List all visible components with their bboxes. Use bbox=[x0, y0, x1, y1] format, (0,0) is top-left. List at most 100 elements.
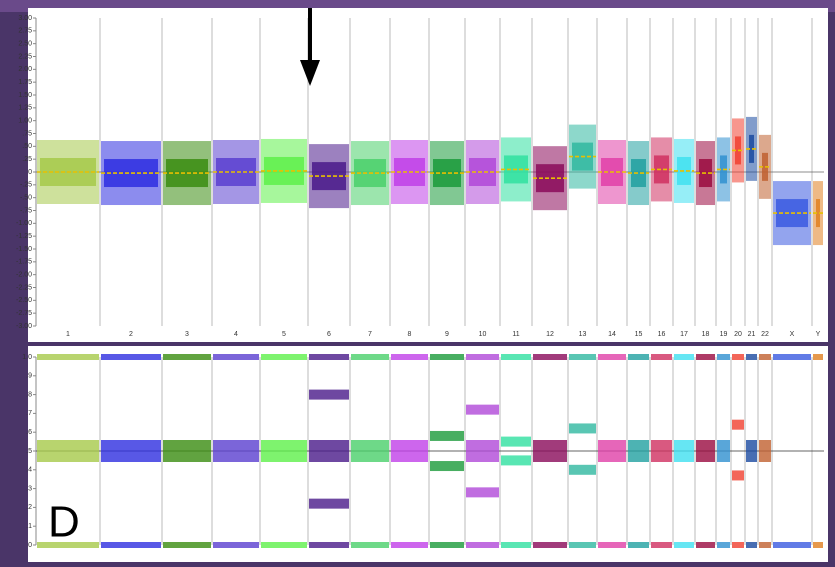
baf-cluster bbox=[628, 440, 649, 462]
baf-cluster bbox=[261, 542, 307, 548]
chromosome-label: Y bbox=[816, 331, 821, 338]
y-tick-label: 2.75 bbox=[18, 28, 32, 35]
baf-cluster bbox=[533, 354, 567, 360]
baf-cluster bbox=[101, 440, 161, 462]
baf-cluster bbox=[813, 354, 823, 360]
y-tick-label: .9 bbox=[26, 373, 32, 380]
baf-cluster bbox=[213, 440, 259, 462]
baf-cluster bbox=[569, 542, 596, 548]
baf-cluster bbox=[628, 542, 649, 548]
baf-cluster bbox=[309, 440, 349, 462]
y-tick-label: -1.75 bbox=[16, 259, 32, 266]
baf-cluster bbox=[213, 542, 259, 548]
chromosome-label: 14 bbox=[608, 331, 616, 338]
baf-cluster bbox=[261, 440, 307, 462]
baf-cluster bbox=[651, 542, 672, 548]
y-tick-label: -1.00 bbox=[16, 220, 32, 227]
baf-cluster bbox=[732, 470, 744, 480]
y-tick-label: .2 bbox=[26, 504, 32, 511]
baf-cluster bbox=[598, 542, 626, 548]
baf-cluster bbox=[569, 354, 596, 360]
y-tick-label: 0 bbox=[28, 169, 32, 176]
y-tick-label: -2.00 bbox=[16, 272, 32, 279]
baf-cluster bbox=[391, 542, 428, 548]
baf-cluster bbox=[717, 542, 730, 548]
baf-cluster bbox=[37, 354, 99, 360]
chromosome-label: 21 bbox=[748, 331, 756, 338]
baf-cluster bbox=[501, 455, 531, 465]
y-tick-label: .3 bbox=[26, 485, 32, 492]
baf-cluster bbox=[674, 440, 694, 462]
baf-cluster bbox=[430, 354, 464, 360]
baf-cluster bbox=[674, 354, 694, 360]
y-tick-label: 1.0 bbox=[22, 354, 32, 361]
baf-cluster bbox=[501, 437, 531, 447]
baf-cluster bbox=[717, 354, 730, 360]
y-tick-label: -1.25 bbox=[16, 233, 32, 240]
y-tick-label: .50 bbox=[22, 143, 32, 150]
y-tick-label: .75 bbox=[22, 130, 32, 137]
baf-cluster bbox=[37, 440, 99, 462]
chromosome-label: 5 bbox=[282, 331, 286, 338]
y-tick-label: 2.25 bbox=[18, 53, 32, 60]
chromosome-label: 3 bbox=[185, 331, 189, 338]
chromosome-label: 17 bbox=[680, 331, 688, 338]
baf-cluster bbox=[773, 354, 811, 360]
y-tick-label: 1.00 bbox=[18, 118, 32, 125]
figure: 3.002.752.502.252.001.751.501.251.00.75.… bbox=[0, 0, 835, 562]
baf-cluster bbox=[773, 542, 811, 548]
baf-cluster bbox=[163, 542, 211, 548]
baf-cluster bbox=[101, 542, 161, 548]
chromosome-label: X bbox=[790, 331, 795, 338]
baf-cluster bbox=[309, 542, 349, 548]
y-tick-label: 1.75 bbox=[18, 79, 32, 86]
baf-cluster bbox=[309, 499, 349, 509]
baf-cluster bbox=[261, 354, 307, 360]
baf-cluster bbox=[163, 354, 211, 360]
baf-cluster bbox=[651, 354, 672, 360]
y-tick-label: 2.50 bbox=[18, 41, 32, 48]
chromosome-label: 11 bbox=[512, 331, 519, 338]
baf-cluster bbox=[732, 420, 744, 430]
baf-cluster bbox=[430, 542, 464, 548]
y-tick-label: -3.00 bbox=[16, 323, 32, 330]
y-tick-label: -2.25 bbox=[16, 284, 32, 291]
baf-cluster bbox=[717, 440, 730, 462]
baf-cluster bbox=[466, 487, 499, 497]
baf-cluster bbox=[732, 542, 744, 548]
y-tick-label: 3.00 bbox=[18, 15, 32, 22]
chromosome-label: 20 bbox=[734, 331, 742, 338]
y-tick-label: -1.50 bbox=[16, 246, 32, 253]
baf-cluster bbox=[533, 542, 567, 548]
baf-cluster bbox=[746, 354, 757, 360]
baf-cluster bbox=[674, 542, 694, 548]
baf-cluster bbox=[759, 542, 771, 548]
chromosome-label: 22 bbox=[761, 331, 769, 338]
baf-cluster bbox=[501, 354, 531, 360]
baf-cluster bbox=[813, 542, 823, 548]
chromosome-label: 13 bbox=[579, 331, 587, 338]
chromosome-label: 2 bbox=[129, 331, 133, 338]
baf-cluster bbox=[598, 354, 626, 360]
y-tick-label: -.50 bbox=[20, 195, 32, 202]
baf-cluster bbox=[696, 542, 715, 548]
y-tick-label: 1.50 bbox=[18, 92, 32, 99]
chromosome-label: 18 bbox=[702, 331, 710, 338]
baf-cluster bbox=[466, 542, 499, 548]
baf-cluster bbox=[501, 542, 531, 548]
chromosome-label: 4 bbox=[234, 331, 238, 338]
chromosome-label: 16 bbox=[658, 331, 666, 338]
baf-cluster bbox=[696, 354, 715, 360]
y-tick-label: .8 bbox=[26, 391, 32, 398]
baf-cluster bbox=[759, 354, 771, 360]
chromosome-label: 8 bbox=[408, 331, 412, 338]
y-tick-label: 2.00 bbox=[18, 66, 32, 73]
baf-cluster bbox=[746, 542, 757, 548]
chromosome-label: 15 bbox=[635, 331, 643, 338]
baf-cluster bbox=[430, 431, 464, 441]
y-tick-label: -.25 bbox=[20, 182, 32, 189]
panel-label: D bbox=[48, 498, 80, 547]
chromosome-label: 9 bbox=[445, 331, 449, 338]
baf-cluster bbox=[391, 440, 428, 462]
baf-cluster bbox=[598, 440, 626, 462]
